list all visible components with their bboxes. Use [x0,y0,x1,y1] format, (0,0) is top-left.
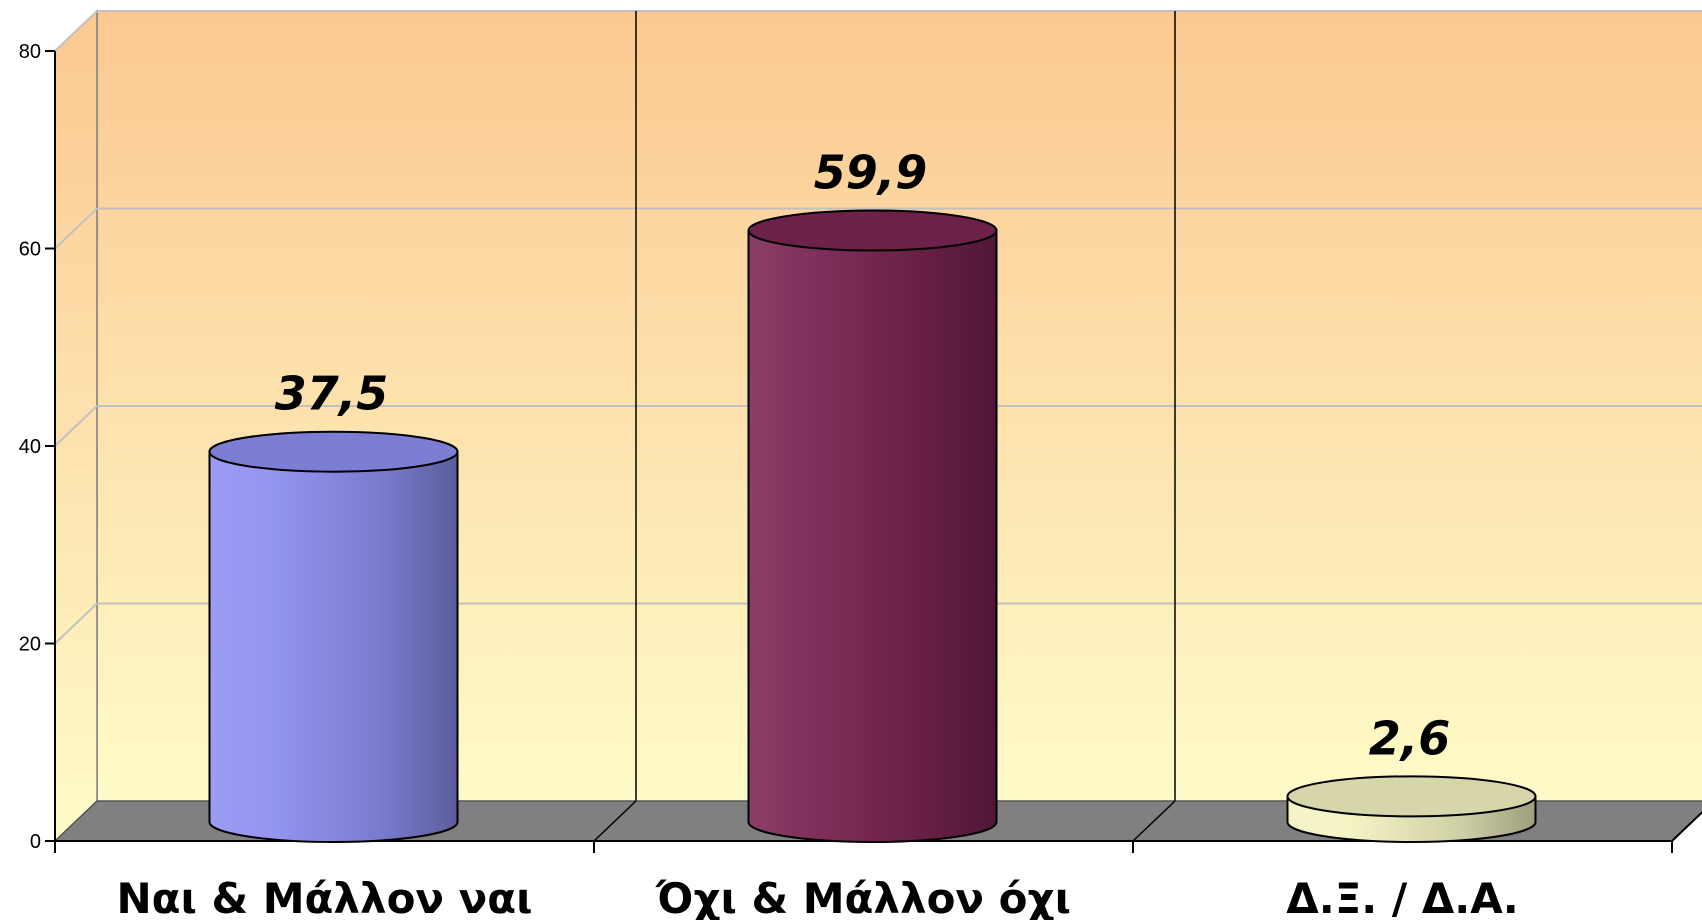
y-tick-label: 40 [19,436,41,458]
bar [208,430,459,843]
floor-divider [1132,800,1176,842]
bar-top [1286,775,1537,818]
data-labels: 37,5 59,9 2,6 [275,145,1451,765]
gridline-side [54,207,98,250]
y-tick-label: 80 [19,41,41,63]
x-tick-label: Όχι & Μάλλον όχι [655,874,1071,920]
gridline-side [54,602,98,645]
x-tick-label: Δ.Ξ. / Δ.Α. [1286,874,1518,920]
y-tick-label: 60 [19,239,41,261]
data-label: 2,6 [1369,711,1451,765]
bar [1286,775,1537,843]
bar-body [747,229,998,843]
data-label: 59,9 [814,145,928,199]
floor-divider [593,800,637,842]
gridline-side [54,405,98,447]
data-label: 37,5 [275,367,389,421]
bar-body [208,450,459,843]
x-tick-label: Ναι & Μάλλον ναι [117,874,533,920]
bar-top [747,209,998,252]
gridlines [54,10,1702,801]
bar [747,209,998,843]
bar-top [208,430,459,473]
gridline-side [54,10,98,52]
y-tick-label: 20 [19,634,41,656]
y-tick-label: 0 [30,831,41,853]
floor-edge [1671,811,1702,842]
bars [208,209,1537,843]
